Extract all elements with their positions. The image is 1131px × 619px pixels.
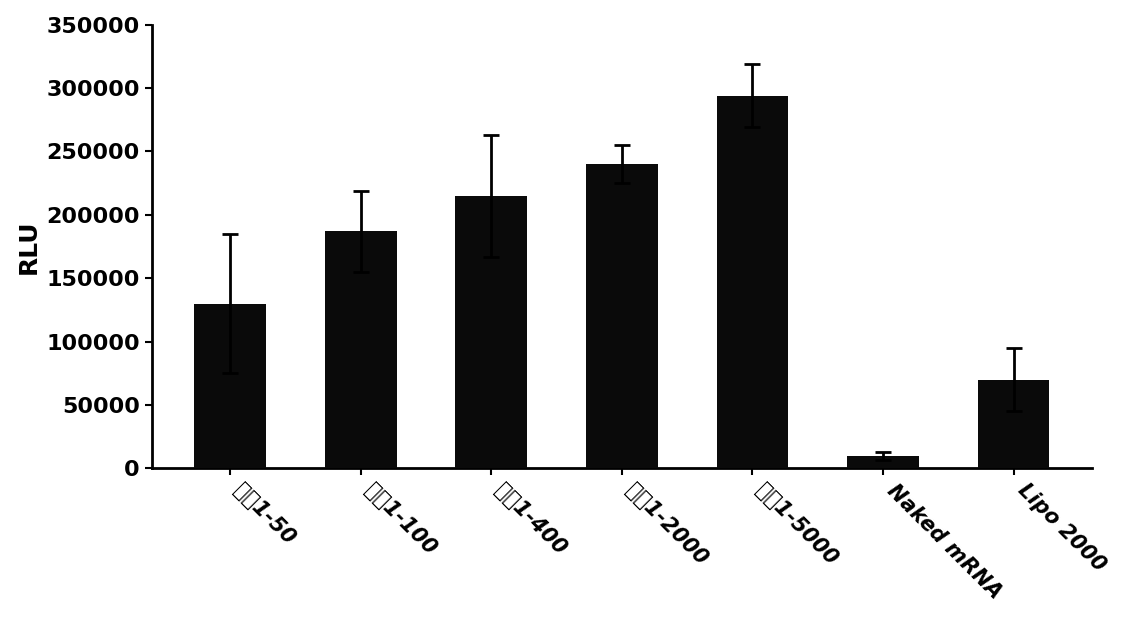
Bar <box>717 96 788 469</box>
Y-axis label: RLU: RLU <box>17 219 41 274</box>
Bar <box>586 164 658 469</box>
Bar <box>847 456 918 469</box>
Bar <box>325 232 397 469</box>
Bar <box>456 196 527 469</box>
Bar <box>977 379 1050 469</box>
Bar <box>195 304 266 469</box>
